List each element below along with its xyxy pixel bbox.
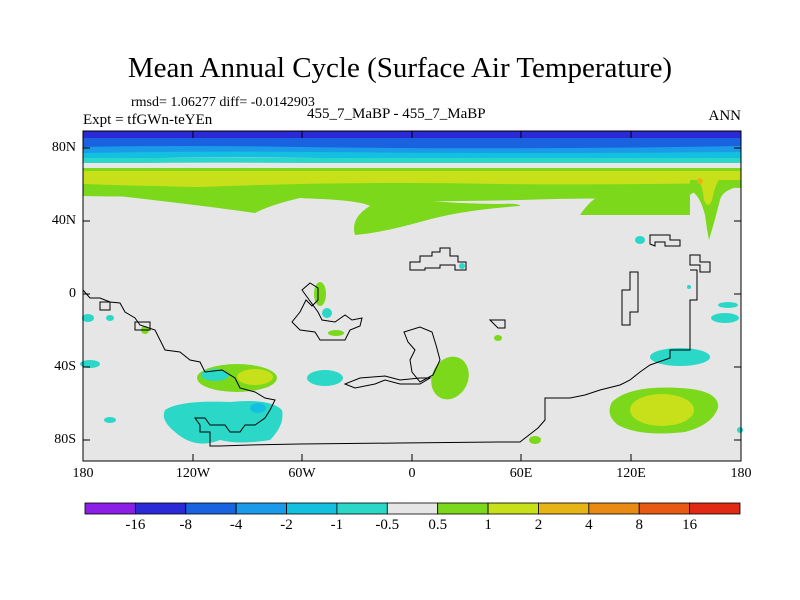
colorbar-swatch — [286, 502, 338, 515]
colorbar-swatch — [638, 502, 691, 515]
colorbar-label: -8 — [179, 517, 193, 533]
experiment-label: Expt = tfGWn-teYEn — [83, 112, 213, 128]
lon-tick-120w: 120W — [175, 466, 211, 481]
colorbar-label: 8 — [635, 517, 643, 533]
map-frame — [82, 130, 742, 462]
plot-title: Mean Annual Cycle (Surface Air Temperatu… — [127, 52, 673, 84]
lon-tick-180-left: 180 — [72, 466, 94, 481]
coastlines — [82, 234, 711, 447]
colorbar-swatch — [386, 502, 439, 515]
colorbar-label: 4 — [585, 517, 593, 533]
lon-tick-0: 0 — [408, 466, 416, 481]
anomaly-patches — [80, 236, 743, 444]
lon-tick-120e: 120E — [616, 466, 646, 481]
colorbar-swatch — [487, 502, 539, 515]
colorbar-swatch — [336, 502, 388, 515]
lat-tick-40n: 40N — [51, 213, 76, 228]
colorbar-label: 2 — [534, 517, 543, 533]
colorbar-swatch — [689, 502, 741, 515]
colorbar-label: -16 — [125, 517, 146, 533]
colorbar-label: -2 — [280, 517, 293, 533]
colorbar-swatch — [437, 502, 489, 515]
colorbar-label: -1 — [330, 517, 344, 533]
lat-tick-0: 0 — [69, 286, 76, 301]
lat-tick-80s: 80S — [54, 432, 76, 447]
lon-tick-60e: 60E — [509, 466, 533, 481]
colorbar-label: 16 — [682, 517, 698, 533]
lon-tick-60w: 60W — [288, 466, 316, 481]
season-label: ANN — [708, 108, 742, 124]
colorbar-swatch — [538, 502, 590, 515]
colorbar-label: -4 — [229, 517, 243, 533]
lon-tick-180-right: 180 — [730, 466, 752, 481]
lat-tick-40s: 40S — [54, 359, 76, 374]
colorbar-swatch — [235, 502, 287, 515]
colorbar-swatch — [185, 502, 237, 515]
colorbar-label: 0.5 — [428, 517, 448, 533]
colorbar-label: -0.5 — [375, 517, 400, 533]
plot-subtitle: 455_7_MaBP - 455_7_MaBP — [307, 106, 486, 122]
rmsd-diff-stats: rmsd= 1.06277 diff= -0.0142903 — [131, 95, 315, 110]
colorbar-swatch — [134, 502, 187, 515]
colorbar-label: 1 — [484, 517, 492, 533]
lat-tick-80n: 80N — [51, 140, 76, 155]
colorbar-swatch — [588, 502, 640, 515]
colorbar-swatch — [84, 502, 136, 515]
